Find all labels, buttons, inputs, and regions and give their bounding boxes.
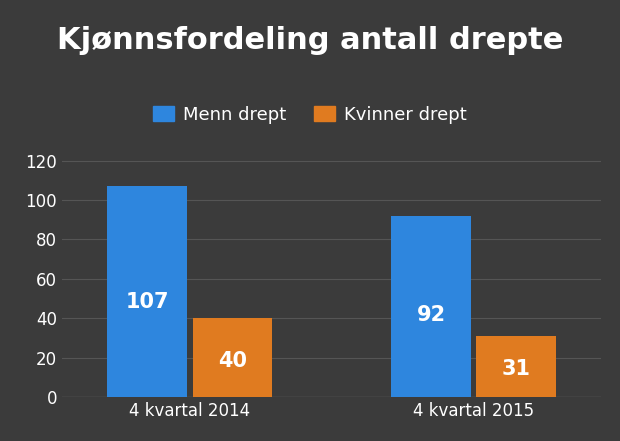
Bar [391,216,471,397]
Text: 40: 40 [218,351,247,371]
Text: 92: 92 [417,306,446,325]
Text: 107: 107 [125,292,169,312]
Bar [107,187,187,397]
Text: Kjønnsfordeling antall drepte: Kjønnsfordeling antall drepte [57,26,563,56]
Legend: Menn drept, Kvinner drept: Menn drept, Kvinner drept [153,106,467,124]
Bar [193,318,272,397]
Bar [477,336,556,397]
Text: 31: 31 [502,359,531,379]
